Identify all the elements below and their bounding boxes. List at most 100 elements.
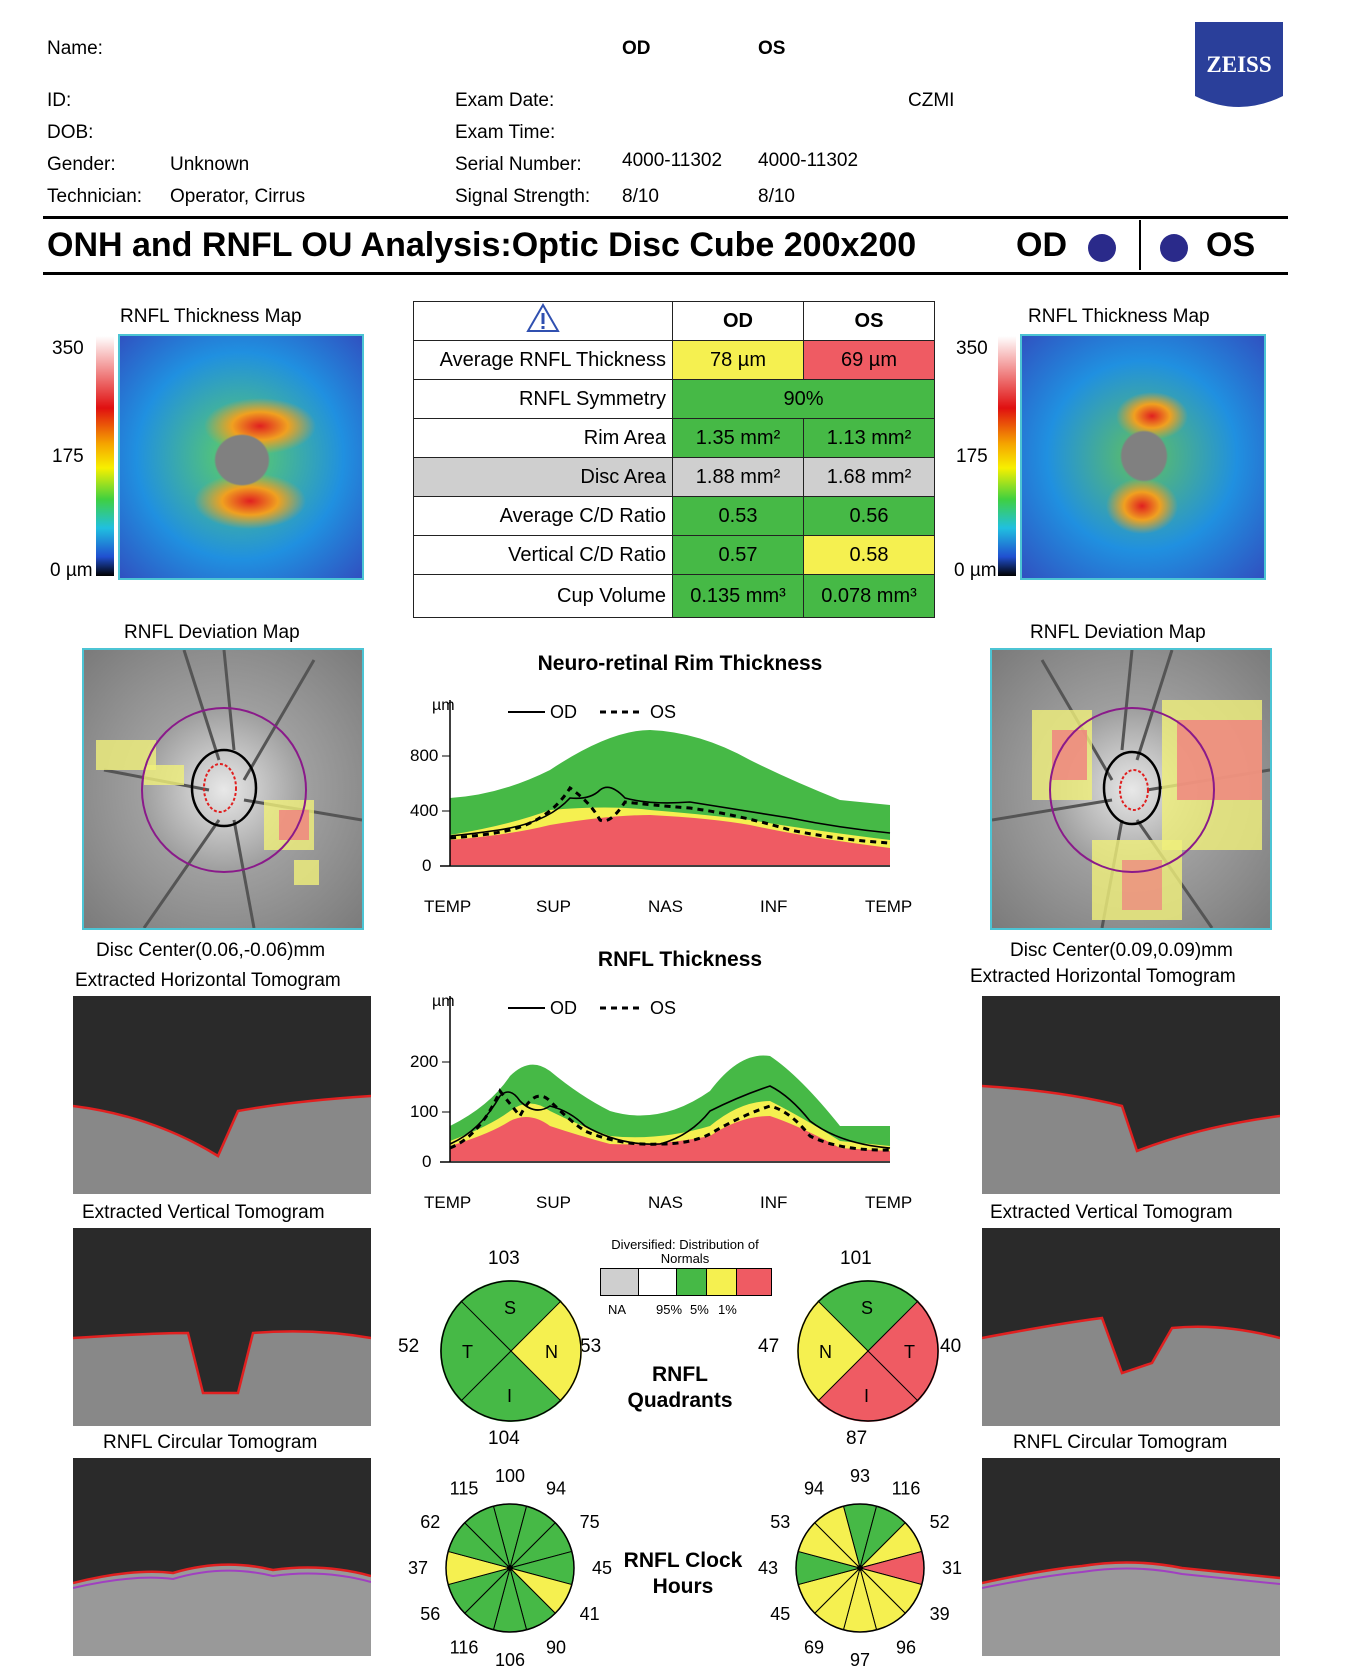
os-scale-max: 350: [956, 338, 988, 359]
rim-xtick-nas: NAS: [648, 897, 683, 916]
os-deviation-title: RNFL Deviation Map: [1030, 622, 1206, 643]
os-quadrant-s-value: 101: [840, 1248, 872, 1269]
od-clock-value: 90: [546, 1638, 566, 1658]
rim-xtick-inf: INF: [760, 897, 787, 916]
row-label: Rim Area: [413, 418, 673, 458]
os-clock-value: 94: [804, 1478, 824, 1498]
od-clock-value: 56: [420, 1604, 440, 1624]
od-circular-tomogram: [73, 1458, 371, 1656]
od-horizontal-tomogram: [73, 996, 371, 1194]
os-quad-t: [868, 1300, 939, 1402]
table-row: Vertical C/D Ratio 0.57 0.58: [413, 535, 935, 575]
od-quadrant-s-value: 103: [488, 1248, 520, 1269]
page-title: ONH and RNFL OU Analysis:Optic Disc Cube…: [47, 226, 917, 264]
rnfl-xtick-temp2: TEMP: [865, 1193, 912, 1212]
clock-hours-label: RNFL Clock Hours: [623, 1549, 743, 1598]
row-label: Average C/D Ratio: [413, 496, 673, 536]
os-clock-value: 96: [896, 1638, 916, 1658]
legend-label-1: 1%: [718, 1302, 737, 1317]
technician-label: Technician:: [47, 186, 143, 207]
row-label: Vertical C/D Ratio: [413, 535, 673, 575]
od-clock-value: 115: [450, 1478, 479, 1498]
row-label: Cup Volume: [413, 574, 673, 618]
legend-5-swatch: [707, 1269, 737, 1295]
legend-white-swatch: [639, 1269, 678, 1295]
row-os-value: 1.13 mm²: [803, 418, 935, 458]
rnfl-ytick-100: 100: [410, 1102, 438, 1121]
od-header: OD: [622, 38, 651, 59]
rnfl-chart-title: RNFL Thickness: [597, 948, 763, 971]
os-quad-letter-s: S: [861, 1298, 873, 1318]
od-eye-dot-icon: [1088, 234, 1116, 262]
os-horiz-tomo-title: Extracted Horizontal Tomogram: [970, 966, 1236, 987]
gender-label: Gender:: [47, 154, 116, 175]
row-os-value: 69 µm: [803, 340, 935, 380]
rnfl-thickness-chart: µm OD OS 200 100 0 TEMP SUP NAS INF TEMP: [410, 993, 912, 1212]
rnfl-xtick-inf: INF: [760, 1193, 787, 1212]
rnfl-xtick-nas: NAS: [648, 1193, 683, 1212]
os-clock-value: 97: [850, 1650, 870, 1670]
zeiss-logo: ZEISS: [1195, 22, 1283, 110]
distribution-legend: [600, 1268, 772, 1296]
rnfl-xtick-temp1: TEMP: [424, 1193, 471, 1212]
od-thickness-map: [118, 334, 364, 580]
signal-os: 8/10: [758, 186, 795, 207]
os-quad-letter-t: T: [904, 1342, 915, 1362]
serial-os: 4000-11302: [758, 150, 859, 171]
od-quad-s: [460, 1280, 562, 1351]
row-od-value: 78 µm: [672, 340, 804, 380]
rim-ytick-0: 0: [422, 856, 431, 875]
rim-os-line: [449, 785, 891, 845]
legend-od: OD: [550, 702, 577, 722]
os-quad-letter-n: N: [819, 1342, 832, 1362]
table-row: RNFL Symmetry 90%: [413, 379, 935, 419]
od-scale-min: 0 µm: [50, 560, 93, 581]
od-quad-t: [440, 1300, 511, 1402]
os-scale-min: 0 µm: [954, 560, 997, 581]
os-circ-tomo-title: RNFL Circular Tomogram: [1013, 1432, 1228, 1453]
table-col-os: OS: [803, 301, 935, 341]
os-clock-value: 39: [930, 1604, 950, 1624]
row-od-value: 1.35 mm²: [672, 418, 804, 458]
od-quad-letter-n: N: [545, 1342, 558, 1362]
os-vert-tomo-title: Extracted Vertical Tomogram: [990, 1202, 1233, 1223]
od-horiz-tomo-title: Extracted Horizontal Tomogram: [75, 970, 341, 991]
os-clock-value: 53: [770, 1512, 790, 1532]
title-os: OS: [1206, 226, 1256, 264]
os-clock-value: 69: [804, 1638, 824, 1658]
os-clock-value: 116: [892, 1478, 921, 1498]
os-color-scale: [998, 336, 1016, 576]
table-col-od: OD: [672, 301, 804, 341]
od-quad-letter-s: S: [504, 1298, 516, 1318]
table-row: Cup Volume 0.135 mm³ 0.078 mm³: [413, 574, 935, 618]
os-disc-center: Disc Center(0.09,0.09)mm: [1010, 940, 1233, 961]
title-rule-top: [43, 216, 1288, 219]
legend-1-swatch: [736, 1269, 771, 1295]
legend-95-swatch: [677, 1269, 708, 1295]
rnfl-ylabel: µm: [432, 993, 455, 1010]
legend-os: OS: [650, 702, 676, 722]
os-clock-hours-chart: 93 116 52 31 39 96 97 69 45 43 53 94: [758, 1466, 962, 1670]
od-clock-value: 62: [420, 1512, 440, 1532]
os-quad-s: [817, 1280, 919, 1351]
os-thickness-map: [1020, 334, 1266, 580]
os-vertical-tomogram: [982, 1228, 1280, 1426]
row-label: Average RNFL Thickness: [413, 340, 673, 380]
serial-od: 4000-11302: [622, 150, 723, 171]
os-clock-value: 93: [850, 1466, 870, 1486]
os-quad-letter-i: I: [864, 1386, 869, 1406]
od-clock-value: 41: [580, 1604, 600, 1624]
od-clock-value: 94: [546, 1478, 566, 1498]
title-rule-bottom: [43, 272, 1288, 275]
row-od-value: 0.135 mm³: [672, 574, 804, 618]
od-clock-value: 100: [495, 1466, 525, 1486]
os-deviation-map: [990, 648, 1272, 930]
rnfl-ytick-200: 200: [410, 1052, 438, 1071]
institution: CZMI: [908, 90, 955, 111]
os-header: OS: [758, 38, 786, 59]
od-deviation-title: RNFL Deviation Map: [124, 622, 300, 643]
technician-value: Operator, Cirrus: [170, 186, 306, 207]
table-row: Disc Area 1.88 mm² 1.68 mm²: [413, 457, 935, 497]
table-row: Average RNFL Thickness 78 µm 69 µm: [413, 340, 935, 380]
od-scale-mid: 175: [52, 446, 84, 467]
